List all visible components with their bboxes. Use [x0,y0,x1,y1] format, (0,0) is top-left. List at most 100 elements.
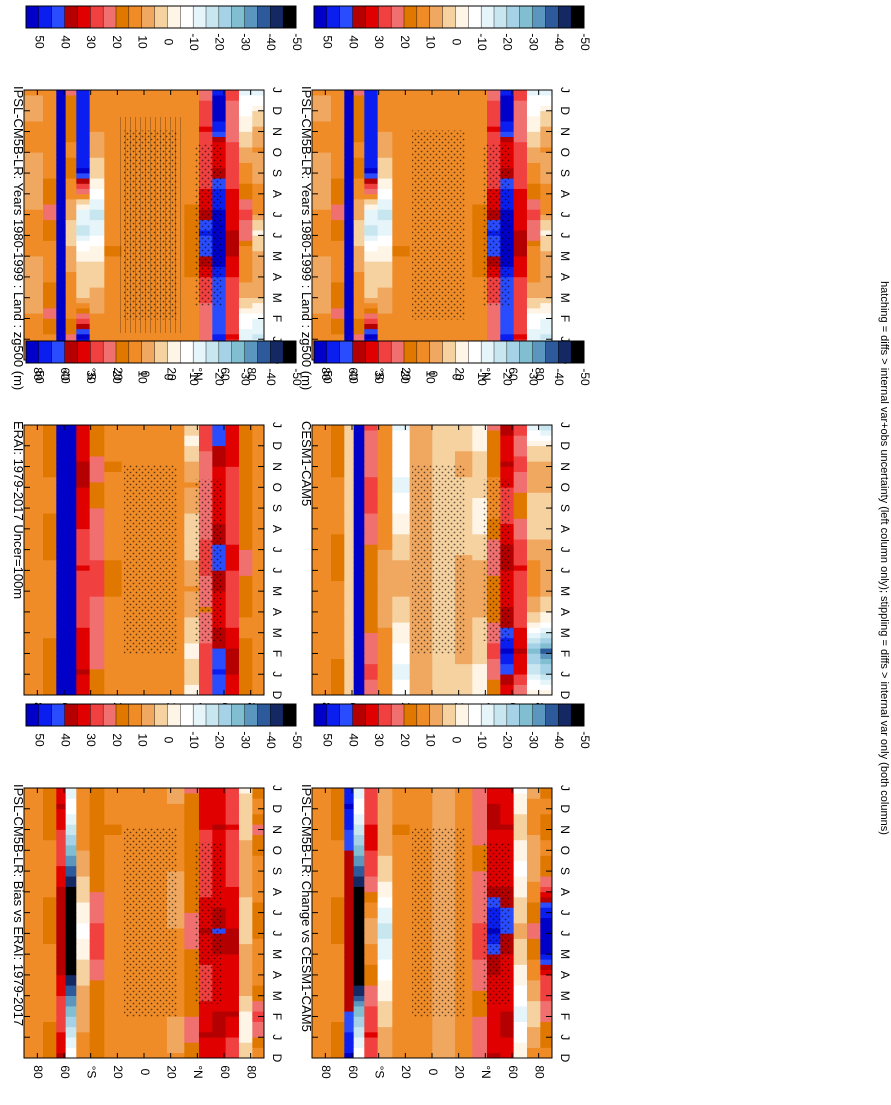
heatmap-cell [65,430,76,436]
heatmap-cell [56,277,66,283]
heatmap-cell [353,220,364,226]
heatmap-cell [225,819,239,825]
heatmap-cell [455,690,473,696]
heatmap-cell [353,334,364,340]
heatmap-cell [252,949,264,955]
heatmap-cell [76,814,90,820]
heatmap-cell [43,803,57,809]
heatmap-cell [225,580,239,586]
heatmap-cell [239,477,253,483]
heatmap-cell [121,679,144,685]
heatmap-cell [225,121,239,127]
heatmap-cell [104,892,122,898]
x-tick-label: J [270,930,284,936]
heatmap-cell [239,1027,253,1033]
heatmap-cell [377,105,392,111]
heatmap-cell [56,282,66,288]
heatmap-cell [540,876,552,882]
heatmap-cell [184,131,199,137]
heatmap-cell [377,152,392,158]
heatmap-cell [487,829,501,835]
heatmap-cell [500,100,514,106]
heatmap-cell [353,539,364,545]
heatmap-cell [56,162,66,168]
heatmap-cell [500,136,514,142]
heatmap-cell [364,617,378,623]
x-tick-label: J [558,671,572,677]
heatmap-cell [527,116,541,122]
heatmap-cell [513,126,527,132]
heatmap-cell [312,570,331,576]
heatmap-cell [472,1042,487,1048]
heatmap-cell [184,1011,199,1017]
heatmap-cell [56,461,66,467]
heatmap-cell [527,798,541,804]
heatmap-cell [144,1053,167,1059]
heatmap-cell [56,256,66,262]
heatmap-cell [344,627,354,633]
heatmap-cell [513,1027,527,1033]
heatmap-cell [56,612,66,618]
heatmap-cell [76,612,90,618]
heatmap-cell [89,834,104,840]
heatmap-cell [76,560,90,566]
heatmap-cell [353,591,364,597]
heatmap-cell [239,334,253,340]
heatmap-cell [89,456,104,462]
heatmap-cell [353,529,364,535]
heatmap-cell [364,560,378,566]
heatmap-cell [331,674,345,680]
heatmap-cell [312,523,331,529]
heatmap-cell [76,152,90,158]
heatmap-cell [65,245,76,251]
heatmap-cell [144,674,167,680]
heatmap-cell [43,985,57,991]
heatmap-cell [239,282,253,288]
colorbar-swatch [103,704,116,726]
heatmap-cell [184,658,199,664]
heatmap-cell [527,277,541,283]
colorbar-swatch [77,341,90,363]
heatmap-cell [76,282,90,288]
heatmap-cell [487,461,501,467]
x-tick-label: J [270,547,284,553]
heatmap-cell [76,183,90,189]
heatmap-cell [312,580,331,586]
heatmap-cell [144,793,167,799]
heatmap-cell [513,850,527,856]
colorbar-tick-label: 40 [58,370,72,384]
heatmap-cell [377,664,392,670]
heatmap-cell [252,440,264,446]
colorbar-swatch [219,704,232,726]
heatmap-cell [513,1032,527,1038]
heatmap-cell [331,612,345,618]
heatmap-cell [377,95,392,101]
heatmap-cell [252,1011,264,1017]
heatmap-cell [331,539,345,545]
stipple-overlay [483,479,510,641]
x-tick-label: S [270,867,284,875]
heatmap-cell [513,240,527,246]
heatmap-cell [409,110,432,116]
heatmap-cell [527,152,541,158]
colorbar-swatch [494,341,507,363]
heatmap-cell [513,503,527,509]
heatmap-cell [56,980,66,986]
colorbar-swatch [257,704,270,726]
heatmap-cell [540,529,552,535]
heatmap-cell [43,162,57,168]
colorbar-swatch [507,6,520,28]
heatmap-cell [353,497,364,503]
heatmap-cell [184,445,199,451]
heatmap-cell [527,477,541,483]
heatmap-cell [409,323,432,329]
heatmap-cell [89,1027,104,1033]
heatmap-cell [225,518,239,524]
heatmap-cell [513,225,527,231]
heatmap-cell [239,549,253,555]
heatmap-cell [364,173,378,179]
heatmap-cell [312,674,331,680]
colorbar-swatch [571,6,584,28]
heatmap-cell [353,487,364,493]
heatmap-cell [239,503,253,509]
